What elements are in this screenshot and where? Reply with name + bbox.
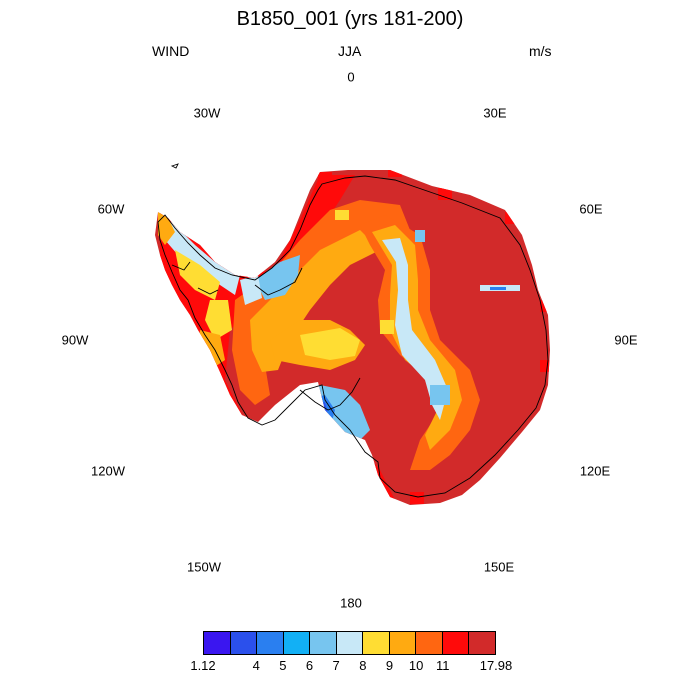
- colorbar-box: [283, 632, 311, 654]
- colorbar-label: 8: [359, 658, 367, 673]
- colorbar-label: 7: [332, 658, 340, 673]
- lon-label-120w: 120W: [91, 463, 125, 479]
- variable-label: WIND: [152, 43, 190, 59]
- coastline: [157, 175, 549, 498]
- lon-label-120e: 120E: [579, 463, 611, 479]
- lon-label-60w: 60W: [97, 201, 125, 217]
- colorbar-label: 10: [408, 658, 424, 673]
- lon-label-90e: 90E: [614, 332, 638, 348]
- colorbar-label: 5: [279, 658, 287, 673]
- lon-label-150e: 150E: [483, 559, 515, 575]
- colorbar-box: [389, 632, 417, 654]
- units-label: m/s: [529, 43, 552, 59]
- colorbar-box: [469, 632, 496, 654]
- colorbar-label: 4: [252, 658, 260, 673]
- ice-shelf-line: [171, 261, 361, 411]
- small-island: [170, 163, 179, 169]
- colorbar-box: [230, 632, 258, 654]
- colorbar-label: 11: [435, 658, 450, 673]
- lon-label-0: 0: [347, 69, 355, 85]
- colorbar-box: [257, 632, 284, 654]
- colorbar-box: [310, 632, 337, 654]
- lon-label-150w: 150W: [187, 559, 221, 575]
- colorbar-box: [336, 632, 364, 654]
- lon-label-30e: 30E: [483, 105, 507, 121]
- colorbar-box: [442, 632, 470, 654]
- colorbar-box: [204, 632, 231, 654]
- colorbar-label: 9: [385, 658, 394, 673]
- lon-label-90w: 90W: [61, 332, 89, 348]
- lon-label-180: 180: [340, 595, 362, 611]
- lon-label-60e: 60E: [579, 201, 603, 217]
- colorbar-box: [416, 632, 443, 654]
- colorbar-label: 6: [305, 658, 314, 673]
- plot-title: B1850_001 (yrs 181-200): [236, 8, 464, 30]
- colorbar-label: 17.98: [479, 658, 513, 673]
- wind-speed-field: [155, 170, 550, 505]
- colorbar: [203, 631, 496, 655]
- colorbar-box: [363, 632, 390, 654]
- lon-label-30w: 30W: [193, 105, 221, 121]
- colorbar-label: 1.12: [190, 658, 216, 673]
- season-label: JJA: [338, 43, 362, 59]
